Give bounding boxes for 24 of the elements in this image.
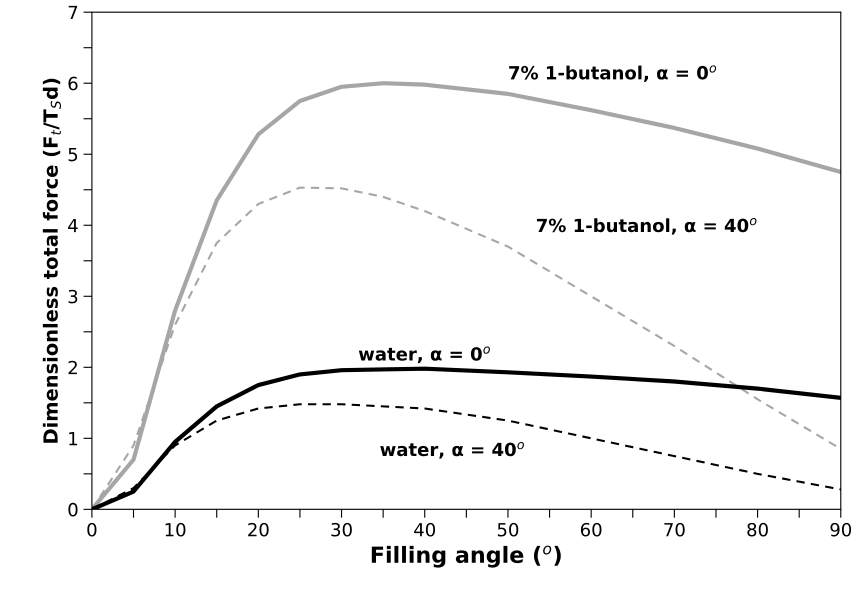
- x-tick-label: 40: [414, 522, 436, 537]
- y-tick-label: 1: [69, 432, 78, 446]
- x-tick-label: 0: [87, 522, 96, 537]
- y-tick-label: 2: [68, 360, 77, 374]
- x-tick-label: 70: [664, 522, 685, 537]
- x-tick-label: 90: [830, 522, 851, 537]
- x-tick-label: 80: [747, 522, 768, 537]
- y-tick-label: 0: [68, 502, 78, 516]
- x-tick-label: 50: [498, 522, 518, 537]
- series-label: 7% 1-butanol, α = 40$^{o}$: [536, 218, 756, 235]
- y-axis-title: Dimensionless total force (F$_{t}$/T$_{S}$d): [42, 78, 62, 443]
- x-tick-label: 10: [166, 522, 186, 537]
- x-tick-label: 20: [248, 522, 269, 537]
- y-tick-label: 7: [68, 6, 78, 20]
- x-axis-title: Filling angle ($^{o}$): [372, 546, 561, 568]
- x-tick-label: 60: [580, 522, 602, 537]
- x-tick-label: 30: [331, 522, 352, 537]
- y-tick-label: 6: [68, 76, 78, 90]
- y-tick-label: 4: [68, 218, 78, 232]
- y-tick-label: 3: [68, 290, 78, 304]
- y-tick-label: 5: [68, 148, 78, 162]
- series-label: water, α = 40$^{o}$: [380, 442, 524, 459]
- series-label: water, α = 0$^{o}$: [358, 346, 490, 364]
- series-label: 7% 1-butanol, α = 0$^{o}$: [509, 65, 716, 82]
